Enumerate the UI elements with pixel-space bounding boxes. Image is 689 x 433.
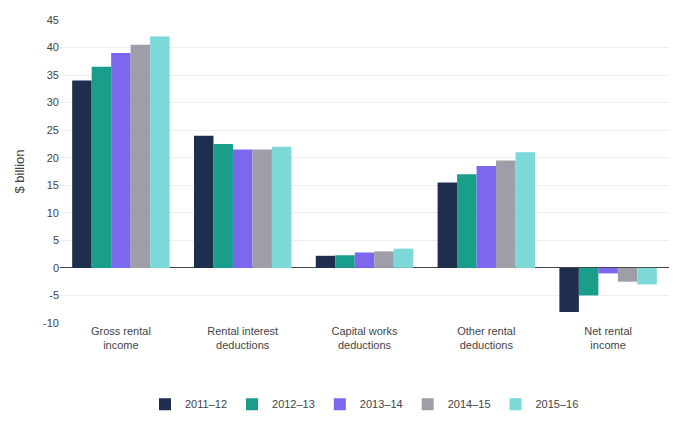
svg-text:-10: -10 bbox=[43, 317, 59, 329]
svg-text:25: 25 bbox=[47, 124, 59, 136]
svg-text:40: 40 bbox=[47, 41, 59, 53]
svg-text:-5: -5 bbox=[49, 289, 59, 301]
svg-text:20: 20 bbox=[47, 152, 59, 164]
svg-text:$ billion: $ billion bbox=[12, 149, 27, 193]
svg-text:35: 35 bbox=[47, 69, 59, 81]
svg-text:2013–14: 2013–14 bbox=[360, 398, 403, 410]
svg-text:30: 30 bbox=[47, 96, 59, 108]
svg-text:Rental interestdeductions: Rental interestdeductions bbox=[207, 325, 278, 351]
svg-text:5: 5 bbox=[53, 234, 59, 246]
svg-text:10: 10 bbox=[47, 207, 59, 219]
svg-text:0: 0 bbox=[53, 262, 59, 274]
svg-text:45: 45 bbox=[47, 14, 59, 26]
svg-text:Capital worksdeductions: Capital worksdeductions bbox=[331, 325, 398, 351]
svg-text:2015–16: 2015–16 bbox=[536, 398, 579, 410]
svg-text:Other rentaldeductions: Other rentaldeductions bbox=[457, 325, 515, 351]
svg-text:2014–15: 2014–15 bbox=[448, 398, 491, 410]
svg-text:15: 15 bbox=[47, 179, 59, 191]
svg-text:2012–13: 2012–13 bbox=[272, 398, 315, 410]
svg-text:Net rentalincome: Net rentalincome bbox=[584, 325, 632, 351]
svg-text:Gross rentalincome: Gross rentalincome bbox=[91, 325, 151, 351]
svg-text:2011–12: 2011–12 bbox=[185, 398, 227, 410]
